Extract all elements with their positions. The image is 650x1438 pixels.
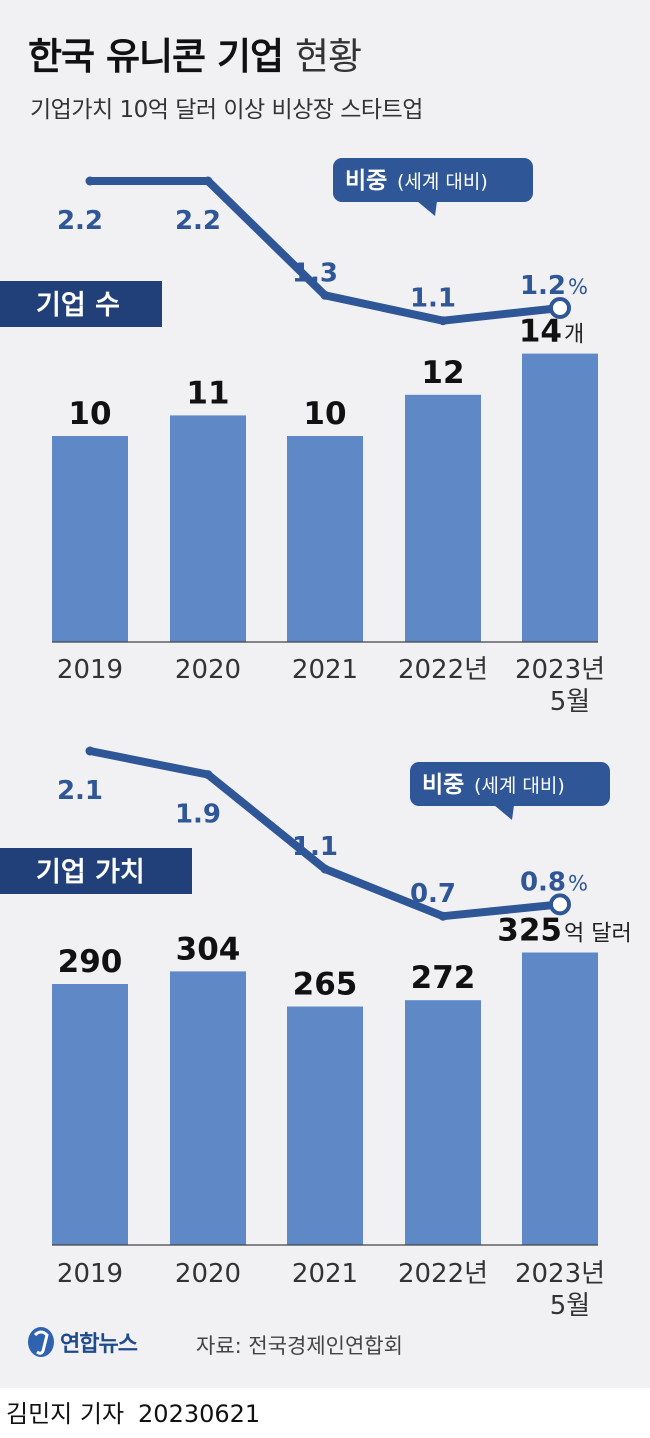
category-label: 2022년 — [398, 1259, 488, 1289]
category-label: 2021 — [292, 1259, 358, 1289]
share-value-label: 1.1 — [292, 832, 338, 862]
category-label: 2019 — [57, 655, 123, 685]
share-value-label: 1.1 — [410, 284, 456, 314]
title-light: 현황 — [294, 35, 362, 78]
share-unit-label: % — [568, 871, 588, 895]
yonhap-logo-icon — [28, 1327, 54, 1357]
chart-tag-label: 기업 가치 — [36, 857, 145, 888]
yonhap-logo: 연합뉴스 — [26, 1322, 138, 1362]
share-point — [203, 770, 213, 780]
callout-bubble — [410, 762, 610, 806]
bar — [170, 415, 246, 642]
share-point — [203, 176, 213, 186]
share-point — [438, 911, 448, 921]
callout-pointer — [494, 805, 514, 820]
bar-value-label: 290 — [58, 944, 123, 980]
bar-value-label: 11 — [186, 375, 229, 411]
category-label: 2022년 — [398, 655, 488, 685]
infographic-card: 한국 유니콘 기업 현황 기업가치 10억 달러 이상 비상장 스타트업 10 1… — [0, 0, 650, 1388]
share-point — [320, 864, 330, 874]
share-point — [85, 176, 95, 186]
share-value-label: 2.1 — [57, 776, 103, 806]
share-value-label: 2.2 — [57, 206, 103, 236]
share-value-label: 0.7 — [410, 879, 456, 909]
bar-value-label: 10 — [68, 396, 111, 432]
share-value-label: 1.2 — [520, 271, 566, 301]
share-unit-label: % — [568, 275, 588, 299]
bar-unit-label: 억 달러 — [564, 922, 632, 947]
bar-value-label: 272 — [411, 960, 476, 996]
bar — [287, 1006, 363, 1245]
bar — [522, 353, 598, 642]
share-value-label: 0.8 — [520, 867, 566, 897]
callout-bubble — [333, 158, 533, 202]
category-label: 2021 — [292, 655, 358, 685]
callout-bold-text: 비중 — [422, 772, 464, 798]
share-value-label: 1.9 — [175, 800, 221, 830]
byline: 김민지 기자 20230621 — [6, 1394, 260, 1429]
callout-normal-text: (세계 대비) — [474, 775, 565, 797]
bar-value-label: 325 — [497, 913, 562, 949]
share-point — [438, 316, 448, 326]
share-value-label: 1.3 — [292, 258, 338, 288]
publish-date: 20230621 — [138, 1400, 261, 1428]
category-label-sub: 5월 — [550, 1291, 590, 1320]
company-value-chart: 290 304 265 272 325 억 달러 2019 2020 2021 2022년 2023… — [0, 746, 632, 1320]
bar — [52, 436, 128, 642]
bar-value-label: 304 — [176, 931, 241, 967]
category-label: 2023년 — [515, 655, 605, 685]
author-name: 김민지 기자 — [6, 1400, 125, 1428]
bar — [522, 952, 598, 1245]
bar — [405, 394, 481, 642]
title-bold: 한국 유니콘 기업 — [28, 35, 284, 78]
share-point — [85, 746, 95, 756]
chart-tag-label: 기업 수 — [36, 290, 120, 321]
share-point-end — [549, 893, 571, 916]
bar-value-label: 10 — [303, 396, 346, 432]
bar — [405, 1000, 481, 1245]
bar-unit-label: 개 — [564, 323, 584, 348]
category-label-sub: 5월 — [550, 687, 590, 717]
source-text: 자료: 전국경제인연합회 — [196, 1334, 403, 1358]
category-label: 2023년 — [515, 1259, 605, 1289]
share-value-label: 2.2 — [175, 206, 221, 236]
bar-value-label: 12 — [421, 355, 464, 391]
category-label: 2020 — [175, 1259, 241, 1289]
share-point-end — [549, 297, 571, 319]
bar — [170, 971, 246, 1245]
bar — [287, 436, 363, 642]
page-subtitle: 기업가치 10억 달러 이상 비상장 스타트업 — [30, 97, 423, 123]
category-label: 2020 — [175, 655, 241, 685]
bar — [52, 984, 128, 1245]
chart-tag-box — [0, 281, 162, 327]
page-title: 한국 유니콘 기업 현황 — [28, 26, 362, 80]
logo-text: 연합뉴스 — [60, 1332, 138, 1357]
bar-value-label: 14 — [519, 314, 562, 350]
callout-pointer — [417, 201, 437, 216]
share-point — [320, 290, 330, 300]
callout-bold-text: 비중 — [345, 168, 387, 194]
category-label: 2019 — [57, 1259, 123, 1289]
callout-normal-text: (세계 대비) — [397, 171, 488, 193]
chart-tag-box — [0, 848, 192, 894]
bar-value-label: 265 — [293, 967, 358, 1003]
